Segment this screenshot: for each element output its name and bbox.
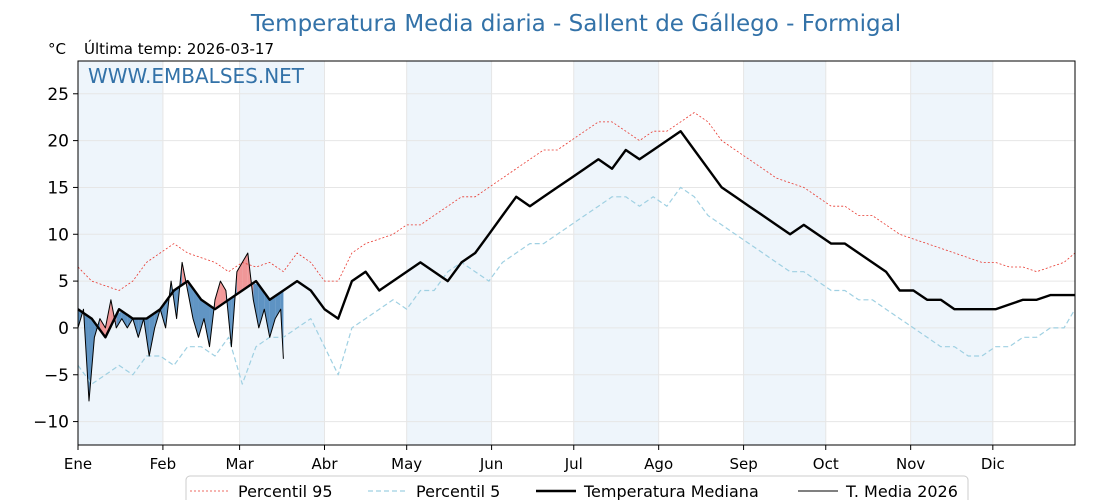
legend: Percentil 95 Percentil 5 Temperatura Media… xyxy=(185,475,969,504)
x-tick-label: Jun xyxy=(479,455,503,473)
unit-label: °C xyxy=(48,40,66,58)
below-median-fill xyxy=(149,312,155,357)
y-tick-label: 5 xyxy=(58,272,69,292)
y-tick-label: −5 xyxy=(44,366,69,386)
watermark-text: WWW.EMBALSES.NET xyxy=(88,64,305,88)
x-tick-label: Ago xyxy=(644,455,673,473)
below-median-fill xyxy=(193,288,199,338)
above-median-fill xyxy=(220,281,226,306)
legend-label-p95: Percentil 95 xyxy=(238,482,333,500)
legend-box xyxy=(185,475,969,504)
below-median-fill xyxy=(116,311,122,328)
last-temp-label: Última temp: 2026-03-17 xyxy=(84,39,274,58)
x-tick-label: Dic xyxy=(981,455,1005,473)
x-tick-label: Sep xyxy=(729,455,757,473)
x-tick-label: Abr xyxy=(312,455,339,473)
x-tick-label: May xyxy=(391,455,422,473)
month-shade-nov xyxy=(910,61,993,445)
below-median-fill xyxy=(258,284,265,328)
below-median-fill xyxy=(269,296,276,338)
x-tick-label: Nov xyxy=(896,455,925,473)
x-tick-label: Feb xyxy=(150,455,177,473)
series-line-median xyxy=(77,129,1075,339)
above-median-fill xyxy=(242,253,248,291)
above-median-fill xyxy=(99,318,106,338)
series-line-current xyxy=(77,252,284,402)
plot-frame xyxy=(77,60,1076,446)
legend-label-current: T. Media 2026 xyxy=(845,482,958,500)
y-tick-label: 15 xyxy=(47,178,69,198)
below-median-fill xyxy=(275,292,281,319)
legend-label-p5: Percentil 5 xyxy=(416,482,500,500)
below-median-fill xyxy=(253,282,259,328)
x-tick-label: Mar xyxy=(225,455,254,473)
series-line-p5 xyxy=(77,186,1076,385)
y-tick-label: 20 xyxy=(47,132,69,152)
month-shade-sep xyxy=(743,61,826,445)
y-tick-label: 10 xyxy=(47,225,69,245)
month-shade-ene xyxy=(78,61,163,445)
plot-area: −10 −5 0 5 10 15 20 25 Ene Feb Mar Abr May Jun Jul Ago S… xyxy=(33,60,1076,473)
y-tick-label: −10 xyxy=(33,413,69,433)
x-tick-label: Ene xyxy=(64,455,92,473)
y-tick-label: 25 xyxy=(47,85,69,105)
below-median-fill xyxy=(203,301,210,347)
legend-label-median: Temperatura Mediana xyxy=(583,482,759,500)
month-shade-jul xyxy=(573,61,659,445)
month-shade-may xyxy=(406,61,492,445)
below-median-fill xyxy=(176,262,183,319)
below-median-fill xyxy=(165,281,172,328)
month-shade-mar xyxy=(239,61,325,445)
above-median-fill xyxy=(247,253,254,300)
x-tick-label: Oct xyxy=(813,455,839,473)
chart-title: Temperatura Media diaria - Sallent de Gá… xyxy=(250,11,901,37)
below-median-fill xyxy=(198,296,204,338)
x-tick-label: Jul xyxy=(564,455,583,473)
above-median-fill xyxy=(214,281,221,310)
y-tick-label: 0 xyxy=(58,319,69,339)
below-median-fill xyxy=(264,292,270,338)
